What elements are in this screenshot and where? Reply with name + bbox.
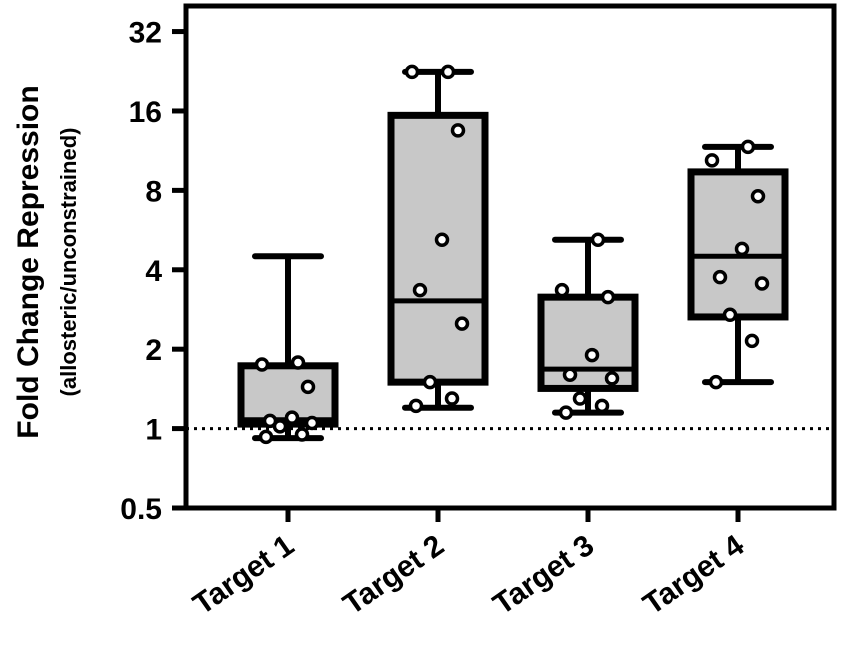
data-point — [294, 427, 310, 442]
y-axis-label: Fold Change Repression — [12, 85, 45, 438]
y-tick-label: 8 — [145, 175, 162, 208]
data-point — [750, 189, 766, 204]
y-axis-title: Fold Change Repression (allosteric/uncon… — [12, 85, 81, 438]
box-3 — [537, 236, 639, 416]
y-tick-label: 1 — [145, 414, 162, 447]
box-4 — [687, 143, 789, 386]
data-point — [434, 232, 450, 247]
data-point — [600, 289, 616, 305]
points-layer — [254, 64, 770, 445]
y-tick-label: 16 — [129, 96, 162, 129]
plot-frame — [183, 3, 837, 511]
y-axis-ticks: 0.5 1 2 4 8 16 32 — [120, 17, 186, 526]
data-point — [422, 374, 438, 390]
data-point — [412, 282, 428, 298]
data-point — [440, 64, 456, 80]
data-point — [450, 123, 466, 138]
data-point — [604, 371, 620, 386]
y-tick-label: 0.5 — [120, 493, 162, 526]
data-point — [404, 64, 420, 80]
data-point — [284, 410, 300, 425]
data-point — [444, 391, 460, 406]
data-point — [590, 232, 606, 247]
data-point — [408, 398, 424, 414]
data-point — [740, 139, 756, 155]
data-point — [708, 374, 724, 390]
data-point — [744, 333, 760, 349]
data-point — [734, 241, 750, 257]
data-point — [262, 413, 278, 429]
x-tick-label: Target 1 — [187, 529, 300, 622]
iqr-box — [387, 111, 489, 386]
y-tick-label: 2 — [145, 334, 162, 367]
data-point — [572, 391, 588, 406]
iqr-box — [537, 293, 639, 392]
x-tick-label: Target 4 — [637, 529, 750, 622]
data-point — [712, 269, 728, 285]
box-1 — [237, 253, 339, 442]
boxes-layer — [237, 68, 789, 442]
data-point — [554, 282, 570, 298]
data-point — [722, 307, 738, 323]
data-point — [300, 379, 316, 395]
data-point — [290, 355, 306, 370]
x-axis-ticks: Target 1 Target 2 Target 3 Target 4 — [187, 508, 750, 621]
data-point — [254, 357, 270, 372]
data-point — [304, 415, 320, 431]
data-point — [454, 316, 470, 331]
data-point — [562, 367, 578, 383]
data-point — [258, 429, 274, 445]
data-point — [704, 153, 720, 168]
x-tick-label: Target 3 — [487, 529, 600, 622]
data-point — [594, 398, 610, 414]
y-axis-sublabel: (allosteric/unconstrained) — [56, 128, 81, 397]
y-tick-label: 4 — [145, 255, 162, 288]
x-tick-label: Target 2 — [337, 529, 450, 622]
data-point — [558, 405, 574, 420]
data-point — [584, 347, 600, 363]
y-tick-label: 32 — [129, 17, 162, 50]
data-point — [754, 276, 770, 291]
